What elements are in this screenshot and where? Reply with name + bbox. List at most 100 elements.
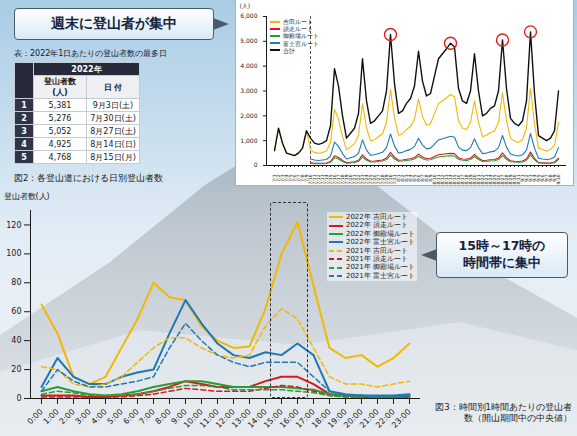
html-text:9月3日(土): 9月3日(土) <box>92 100 134 110</box>
html-text:週末に登山者が集中: 週末に登山者が集中 <box>51 15 177 31</box>
html-text:登山者数(人): 登山者数(人) <box>44 77 76 97</box>
html-text:図3：時間別1時間あたりの登山者数（開山期間中の中央値）: 図3：時間別1時間あたりの登山者数（開山期間中の中央値） <box>435 402 572 424</box>
svg-text:7/8: 7/8 <box>299 174 305 182</box>
html-text:表：2022年1日あたりの登山者数の最多日: 表：2022年1日あたりの登山者数の最多日 <box>14 49 168 58</box>
html-text:5: 5 <box>21 152 27 162</box>
svg-text:7/23: 7/23 <box>359 174 365 185</box>
svg-text:7/22: 7/22 <box>355 174 361 185</box>
svg-text:120: 120 <box>6 221 21 230</box>
html-text:2022年: 2022年 <box>71 64 102 74</box>
svg-text:0: 0 <box>16 394 21 403</box>
html-text:3: 3 <box>21 126 27 136</box>
svg-text:3:00: 3:00 <box>74 407 93 426</box>
svg-text:15:00: 15:00 <box>262 407 285 430</box>
html-text:1: 1 <box>21 100 27 110</box>
svg-text:2,000: 2,000 <box>240 112 257 119</box>
svg-text:7/6: 7/6 <box>291 174 297 182</box>
svg-text:0:00: 0:00 <box>26 407 45 426</box>
svg-text:1:00: 1:00 <box>42 407 61 426</box>
svg-text:7/1: 7/1 <box>271 174 277 182</box>
svg-text:7/5: 7/5 <box>287 174 293 182</box>
svg-text:18:00: 18:00 <box>310 407 333 430</box>
svg-text:22:00: 22:00 <box>374 407 397 430</box>
svg-text:3,000: 3,000 <box>240 87 257 94</box>
svg-text:9/10: 9/10 <box>556 174 561 184</box>
svg-text:7/7: 7/7 <box>295 174 301 182</box>
svg-text:7/21: 7/21 <box>351 174 357 185</box>
svg-text:7/12: 7/12 <box>315 174 321 185</box>
html-text:富士宮ルート: 富士宮ルート <box>283 39 319 47</box>
svg-text:7/10: 7/10 <box>307 174 313 185</box>
svg-text:10:00: 10:00 <box>182 407 205 430</box>
svg-text:23:00: 23:00 <box>390 407 413 430</box>
svg-text:2:00: 2:00 <box>58 407 77 426</box>
svg-text:11:00: 11:00 <box>198 407 221 430</box>
svg-text:20: 20 <box>11 365 21 374</box>
svg-text:9:00: 9:00 <box>169 407 189 427</box>
html-text:4: 4 <box>21 139 27 149</box>
html-text:須走ルート: 須走ルート <box>283 25 313 33</box>
html-text:8月15日(月): 8月15日(月) <box>90 152 136 162</box>
html-text:2021年 須走ルート: 2021年 須走ルート <box>346 255 408 263</box>
svg-text:7/4: 7/4 <box>283 174 289 182</box>
svg-text:100: 100 <box>6 249 21 258</box>
svg-text:14:00: 14:00 <box>246 407 269 430</box>
html-text:5,276: 5,276 <box>48 113 72 123</box>
svg-text:7/2: 7/2 <box>275 174 281 182</box>
html-text:2021年 富士宮ルート: 2021年 富士宮ルート <box>346 271 415 280</box>
html-text:日 付: 日 付 <box>103 82 123 92</box>
html-text:2022年 須走ルート: 2022年 須走ルート <box>346 221 408 230</box>
html-text:8月27日(土): 8月27日(土) <box>90 126 136 136</box>
html-text:2021年 御殿場ルート: 2021年 御殿場ルート <box>346 263 415 272</box>
html-text:7月30日(土): 7月30日(土) <box>90 113 136 123</box>
html-text:合計: 合計 <box>283 46 295 54</box>
svg-text:7:00: 7:00 <box>138 407 157 426</box>
html-text:2022年 御殿場ルート: 2022年 御殿場ルート <box>346 229 415 238</box>
svg-text:40: 40 <box>11 336 21 345</box>
svg-text:7/15: 7/15 <box>327 174 333 185</box>
svg-text:0: 0 <box>254 161 258 168</box>
html-text:吉田ルート: 吉田ルート <box>283 18 313 25</box>
svg-text:16:00: 16:00 <box>278 407 301 430</box>
svg-text:1,000: 1,000 <box>240 137 257 144</box>
html-text:8月14日(日): 8月14日(日) <box>90 139 136 149</box>
svg-text:60: 60 <box>11 307 21 316</box>
svg-text:7/3: 7/3 <box>279 174 285 182</box>
html-text:2021年 吉田ルート: 2021年 吉田ルート <box>346 246 408 255</box>
svg-text:7/13: 7/13 <box>319 174 325 185</box>
html-text:御殿場ルート: 御殿場ルート <box>283 32 319 40</box>
svg-text:7/17: 7/17 <box>335 174 341 185</box>
html-text:15時～17時の時間帯に集中: 15時～17時の時間帯に集中 <box>458 238 546 270</box>
html-text:2: 2 <box>21 113 27 123</box>
svg-text:(人): (人) <box>240 2 251 9</box>
svg-text:80: 80 <box>11 278 21 287</box>
svg-text:8:00: 8:00 <box>154 407 173 426</box>
svg-text:7/16: 7/16 <box>331 174 337 185</box>
svg-text:4,000: 4,000 <box>240 62 257 69</box>
html-text:図2：各登山道における日別登山者数: 図2：各登山道における日別登山者数 <box>14 173 164 183</box>
svg-text:6,000: 6,000 <box>240 12 257 19</box>
svg-text:登山者数(人): 登山者数(人) <box>4 192 50 201</box>
html-text:2022年 富士宮ルート: 2022年 富士宮ルート <box>346 238 415 247</box>
svg-text:21:00: 21:00 <box>358 407 381 430</box>
svg-text:6:00: 6:00 <box>122 407 141 426</box>
svg-text:4:00: 4:00 <box>90 407 109 426</box>
svg-text:13:00: 13:00 <box>230 407 253 430</box>
svg-text:19:00: 19:00 <box>326 407 349 430</box>
svg-text:12:00: 12:00 <box>214 407 237 430</box>
svg-text:7/14: 7/14 <box>323 174 329 185</box>
html-text:4,768: 4,768 <box>48 152 72 162</box>
html-text:5,381: 5,381 <box>48 100 72 110</box>
html-text:5,052: 5,052 <box>48 126 72 136</box>
svg-text:7/20: 7/20 <box>347 174 353 185</box>
html-text:2022年 吉田ルート: 2022年 吉田ルート <box>346 213 408 221</box>
svg-text:17:00: 17:00 <box>294 407 317 430</box>
svg-text:5:00: 5:00 <box>106 407 125 426</box>
svg-text:7/11: 7/11 <box>311 174 317 185</box>
html-text:4,925: 4,925 <box>48 139 72 149</box>
svg-text:7/9: 7/9 <box>303 174 309 182</box>
svg-text:7/18: 7/18 <box>339 174 345 185</box>
svg-text:7/19: 7/19 <box>343 174 349 185</box>
svg-text:20:00: 20:00 <box>342 407 365 430</box>
svg-text:5,000: 5,000 <box>240 37 257 44</box>
